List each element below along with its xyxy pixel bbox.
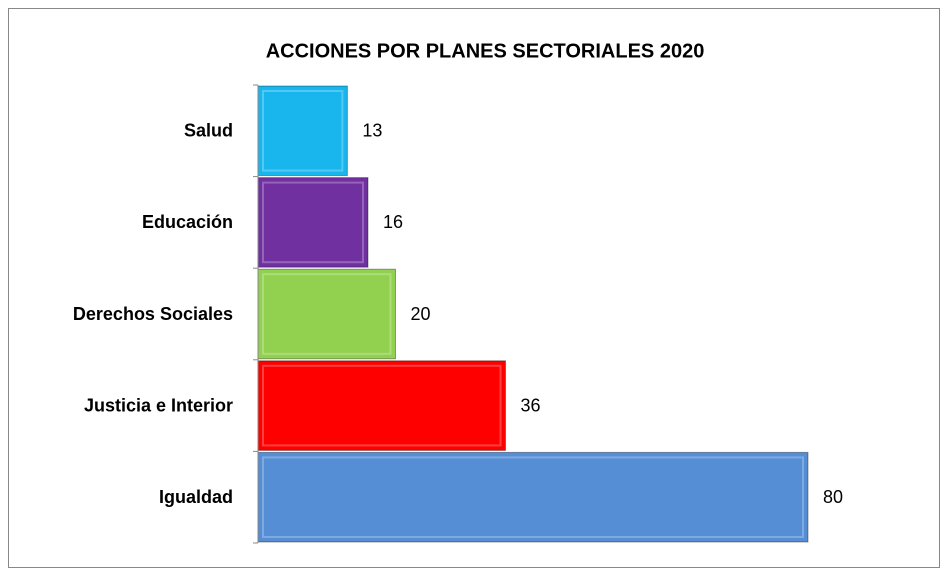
chart-title: ACCIONES POR PLANES SECTORIALES 2020 <box>266 40 705 62</box>
bar <box>257 268 396 360</box>
category-label: Derechos Sociales <box>73 304 233 324</box>
category-label: Justicia e Interior <box>84 395 233 415</box>
bar <box>257 177 369 268</box>
bar-bevel <box>262 456 804 538</box>
bar-bevel <box>262 273 392 355</box>
bar-bevel <box>262 181 364 264</box>
value-label: 16 <box>383 212 403 232</box>
value-label: 80 <box>823 487 843 507</box>
bar <box>257 360 506 451</box>
value-label: 20 <box>411 304 431 324</box>
bar <box>257 85 348 177</box>
bar-bevel <box>262 364 502 447</box>
category-label: Salud <box>184 121 233 141</box>
bar-bevel <box>262 90 344 172</box>
value-label: 36 <box>521 395 541 415</box>
category-label: Igualdad <box>159 487 233 507</box>
bar <box>257 451 809 543</box>
value-label: 13 <box>362 121 382 141</box>
category-label: Educación <box>142 212 233 232</box>
